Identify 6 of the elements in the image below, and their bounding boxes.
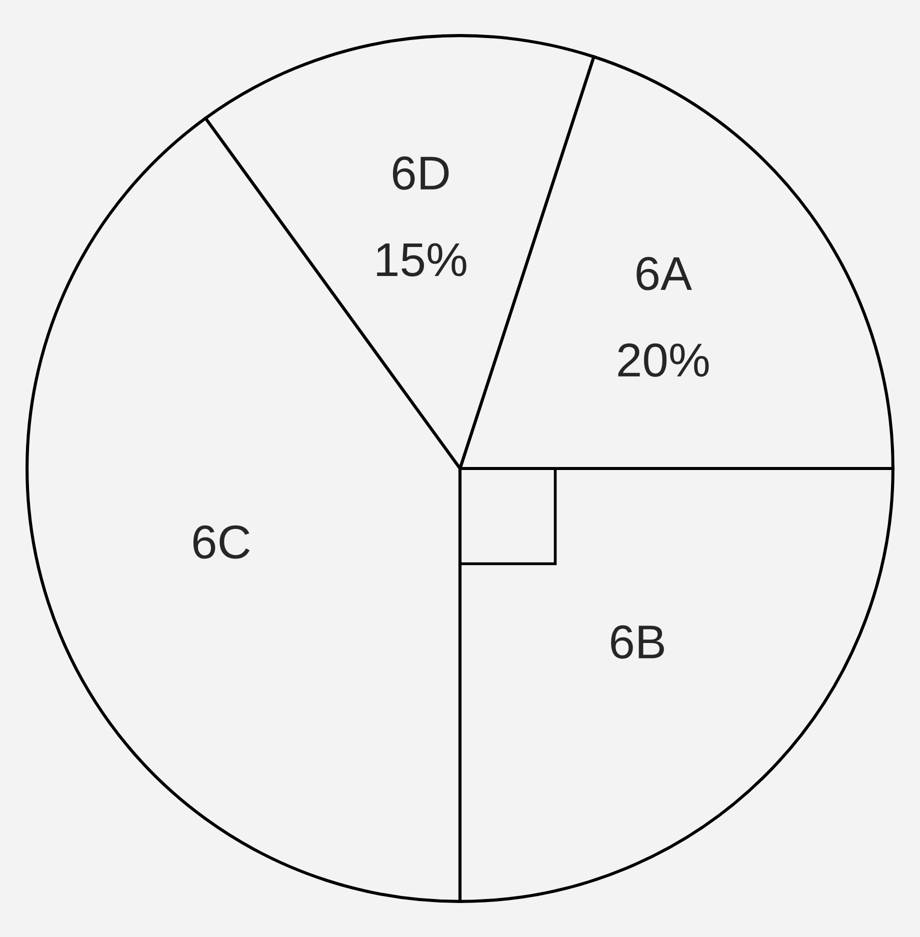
slice-label: 6D: [392, 156, 449, 190]
data-label: 15%: [377, 243, 466, 276]
slice-label: 6A: [636, 256, 692, 290]
slice-label: 6B: [611, 625, 664, 659]
data-label: 20%: [618, 343, 709, 377]
slice-label: 6C: [193, 525, 250, 559]
